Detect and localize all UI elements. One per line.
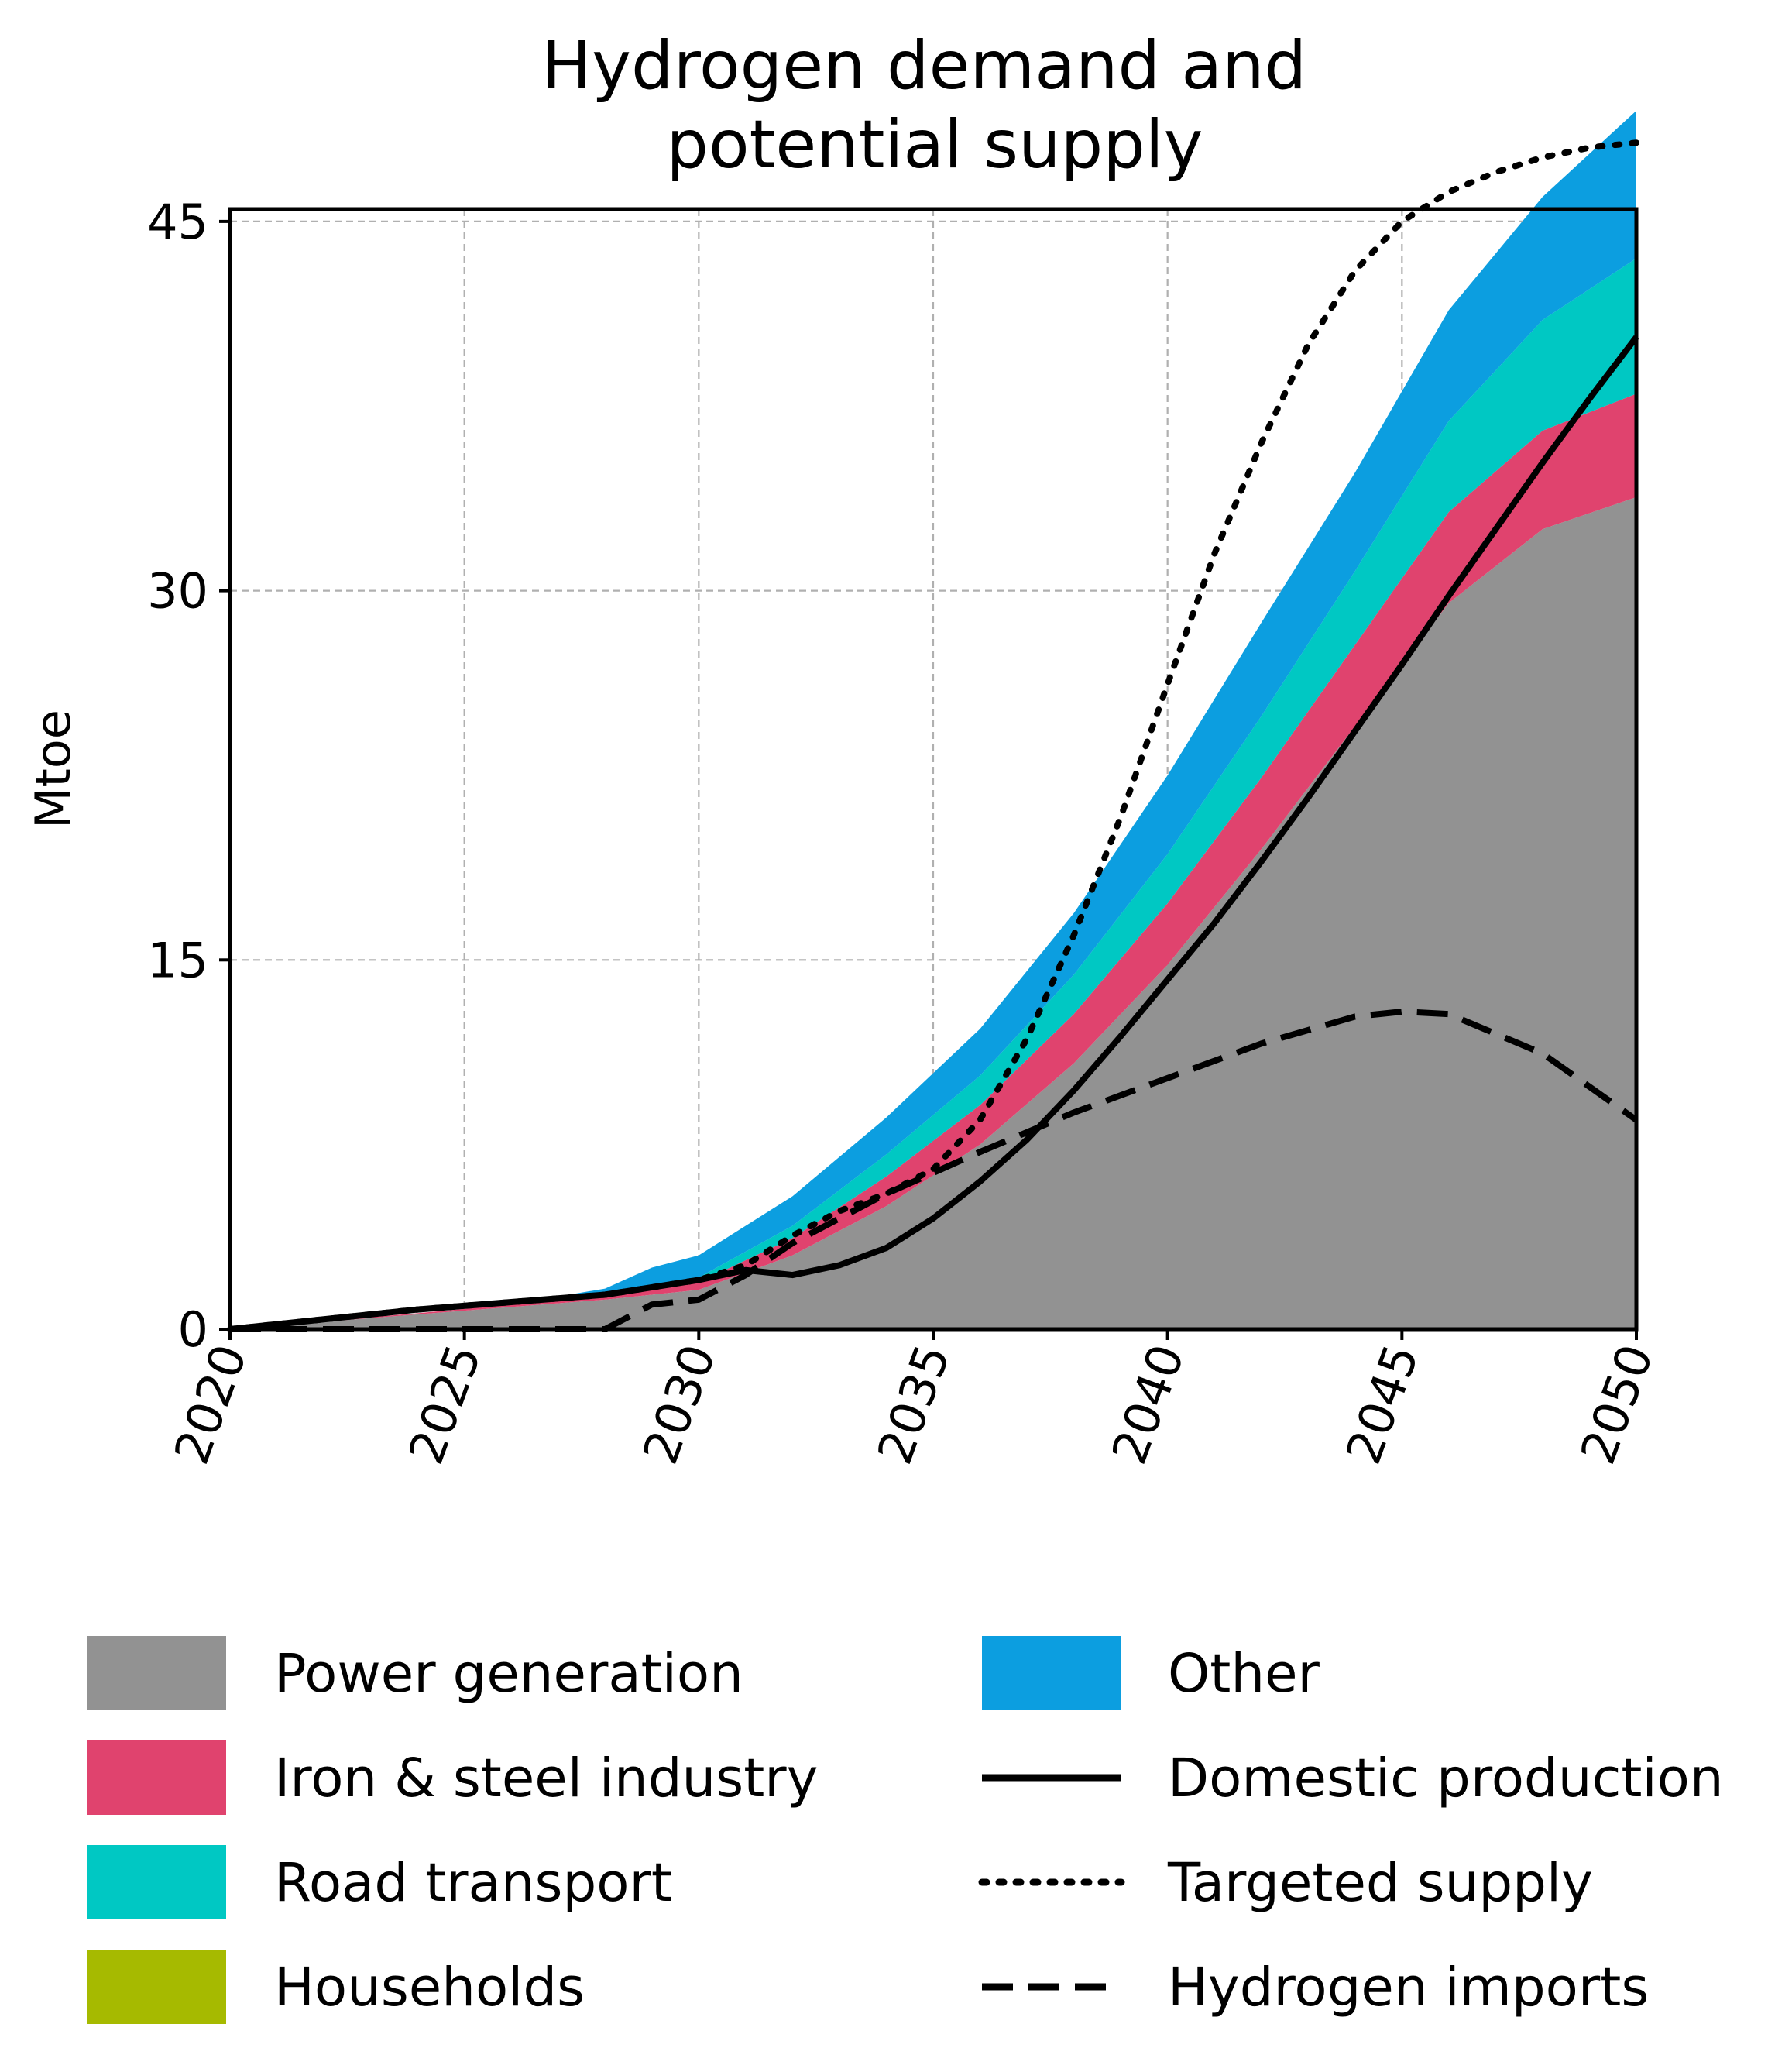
legend-label-households: Households bbox=[274, 1957, 585, 2019]
area-iron-steel-industry bbox=[230, 393, 1636, 1329]
x-tick-label: 2045 bbox=[1335, 1337, 1430, 1471]
legend-label-other: Other bbox=[1168, 1643, 1320, 1705]
legend-swatch-power-generation bbox=[87, 1636, 226, 1710]
y-axis-ticks: 0 15 30 45 bbox=[147, 194, 230, 1358]
stacked-areas bbox=[230, 110, 1636, 1329]
legend-swatch-other bbox=[982, 1636, 1121, 1710]
x-tick-label: 2025 bbox=[397, 1337, 493, 1471]
legend-label-domestic-production: Domestic production bbox=[1168, 1747, 1724, 1809]
legend-swatch-households bbox=[87, 1950, 226, 2024]
line-targeted-supply bbox=[227, 139, 1639, 1332]
area-power-generation bbox=[230, 497, 1636, 1329]
legend-label-power-generation: Power generation bbox=[274, 1643, 743, 1705]
x-tick-label: 2050 bbox=[1570, 1337, 1665, 1471]
y-tick-label: 15 bbox=[147, 932, 208, 988]
y-tick-label: 0 bbox=[178, 1301, 208, 1358]
x-tick-label: 2040 bbox=[1100, 1337, 1196, 1471]
area-other bbox=[230, 110, 1636, 1329]
legend-swatch-iron-steel-industry bbox=[87, 1740, 226, 1815]
y-tick-label: 45 bbox=[147, 194, 208, 250]
y-axis-label: Mtoe bbox=[25, 710, 81, 829]
x-tick-label: 2030 bbox=[632, 1337, 727, 1471]
legend-swatch-road-transport bbox=[87, 1845, 226, 1919]
legend-label-hydrogen-imports: Hydrogen imports bbox=[1168, 1957, 1649, 2019]
legend-label-road-transport: Road transport bbox=[274, 1852, 672, 1914]
legend-label-targeted-supply: Targeted supply bbox=[1167, 1852, 1593, 1914]
y-tick-label: 30 bbox=[147, 563, 208, 620]
chart-title: Hydrogen demand and potential supply bbox=[541, 27, 1327, 184]
legend-label-iron-steel-industry: Iron & steel industry bbox=[274, 1747, 818, 1809]
legend: Power generation Iron & steel industry Roa… bbox=[87, 1636, 1724, 2024]
x-tick-label: 2035 bbox=[867, 1337, 962, 1471]
x-axis-ticks: 2020 2025 2030 2035 2040 2045 2050 bbox=[163, 1329, 1665, 1471]
